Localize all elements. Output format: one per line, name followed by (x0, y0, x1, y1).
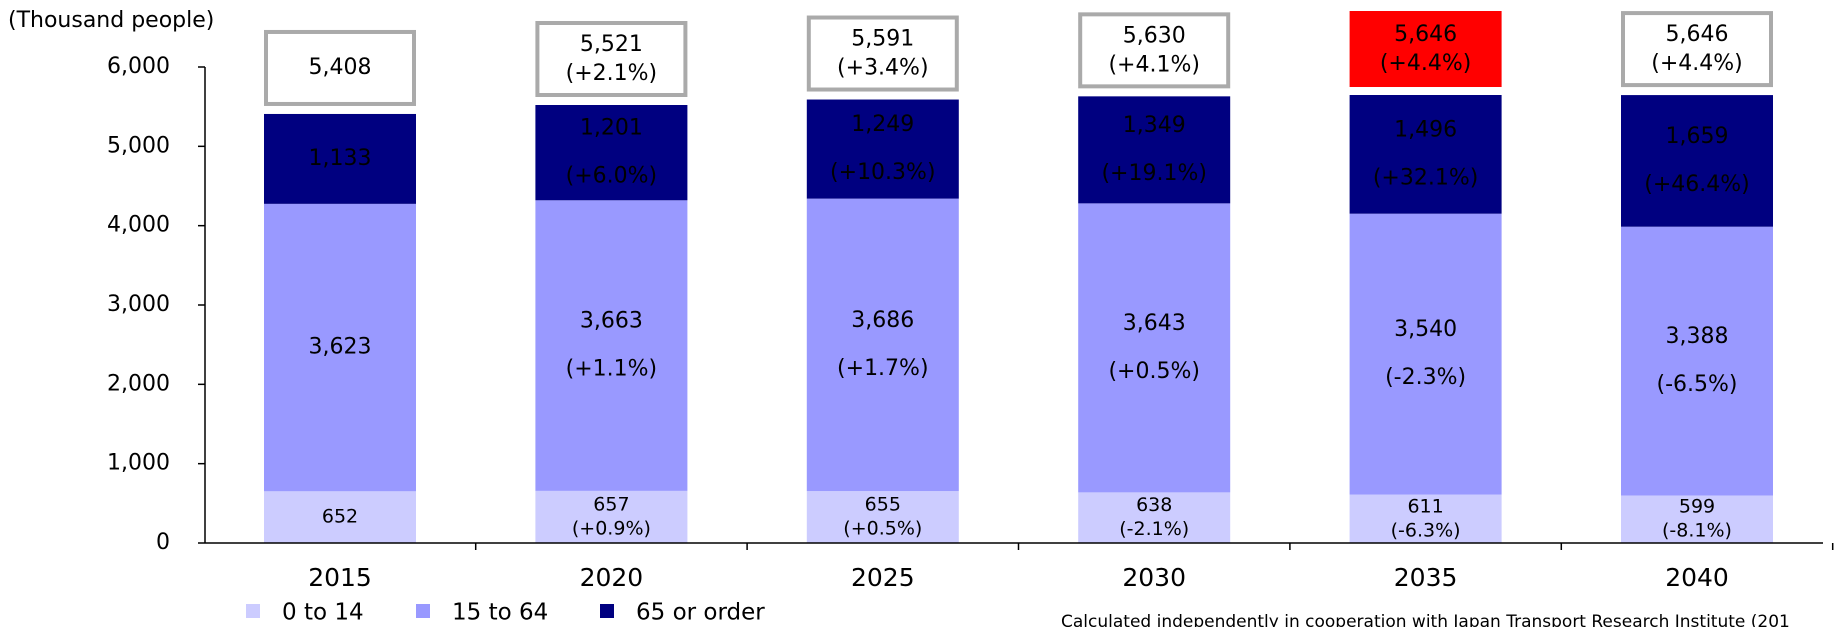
segment-label: 3,388 (1666, 324, 1729, 349)
total-label: 5,630 (1123, 23, 1186, 48)
segment-change-label: (+1.1%) (566, 357, 658, 382)
total-box (535, 21, 688, 98)
total-box (264, 29, 416, 106)
total-label: 5,521 (580, 32, 643, 57)
x-tick-label: 2030 (1122, 563, 1186, 592)
x-tick-label: 2040 (1665, 563, 1729, 592)
total-change-label: (+3.4%) (837, 56, 929, 81)
bar-segment (1078, 492, 1231, 543)
segment-change-label: (-2.1%) (1119, 518, 1189, 540)
segment-change-label: (+6.0%) (566, 164, 658, 189)
bar-segment (264, 491, 416, 543)
segment-label: 1,249 (851, 112, 914, 137)
total-box (806, 15, 959, 92)
bar-segment (1078, 96, 1231, 204)
segment-label: 599 (1679, 496, 1715, 518)
segment-label: 655 (865, 494, 901, 516)
y-tick-label: 1,000 (107, 451, 170, 476)
bar-segment (806, 198, 959, 492)
total-box (1621, 11, 1773, 88)
segment-label: 3,686 (851, 308, 914, 333)
legend-swatch (246, 604, 260, 618)
bar-segment (264, 203, 416, 492)
total-box (1078, 12, 1231, 89)
segment-change-label: (+1.7%) (837, 356, 929, 381)
legend-label: 65 or order (636, 600, 765, 626)
segment-change-label: (+0.5%) (843, 518, 922, 540)
bar-segment (1621, 495, 1773, 543)
bar-segment (535, 105, 688, 201)
segment-label: 3,623 (309, 335, 372, 360)
bar-segment (535, 200, 688, 491)
y-unit-label: (Thousand people) (8, 8, 214, 33)
segment-label: 1,201 (580, 116, 643, 141)
bar-segment (1349, 213, 1502, 495)
y-tick-label: 0 (156, 530, 170, 555)
bar-segment (1078, 203, 1231, 493)
total-label: 5,408 (309, 55, 372, 80)
segment-change-label: (+10.3%) (830, 160, 936, 185)
segment-change-label: (+0.9%) (572, 517, 651, 539)
segment-label: 1,349 (1123, 113, 1186, 138)
total-change-label: (+4.4%) (1651, 51, 1743, 76)
segment-label: 1,133 (309, 146, 372, 171)
segment-change-label: (+46.4%) (1644, 172, 1750, 197)
x-tick-label: 2020 (580, 563, 644, 592)
legend-label: 15 to 64 (452, 600, 548, 626)
x-tick-label: 2025 (851, 563, 915, 592)
bar-segment (264, 113, 416, 204)
segment-label: 638 (1136, 494, 1172, 516)
segment-change-label: (-6.5%) (1657, 372, 1738, 397)
segment-label: 1,659 (1666, 124, 1729, 149)
bar-segment (806, 491, 959, 543)
y-tick-label: 4,000 (107, 213, 170, 238)
bar-segment (535, 490, 688, 543)
footnote: Calculated independently in cooperation … (1061, 612, 1790, 627)
total-change-label: (+4.1%) (1108, 52, 1200, 77)
segment-label: 3,663 (580, 309, 643, 334)
segment-change-label: (+0.5%) (1108, 359, 1200, 384)
y-tick-label: 2,000 (107, 371, 170, 396)
y-tick-label: 6,000 (107, 54, 170, 79)
bar-segment (1349, 494, 1502, 543)
total-label: 5,591 (851, 27, 914, 52)
legend-label: 0 to 14 (282, 600, 364, 626)
legend-swatch (600, 604, 614, 618)
total-box (1349, 11, 1502, 88)
total-change-label: (+4.4%) (1380, 51, 1472, 76)
bar-segment (1621, 226, 1773, 496)
bar-segment (1349, 95, 1502, 214)
y-tick-label: 5,000 (107, 133, 170, 158)
total-change-label: (+2.1%) (566, 61, 658, 86)
x-tick-label: 2035 (1394, 563, 1458, 592)
segment-change-label: (-8.1%) (1662, 520, 1732, 542)
segment-label: 3,643 (1123, 311, 1186, 336)
segment-label: 652 (322, 506, 358, 528)
segment-label: 1,496 (1394, 117, 1457, 142)
segment-label: 657 (593, 493, 629, 515)
x-tick-label: 2015 (308, 563, 372, 592)
total-label: 5,646 (1666, 22, 1729, 47)
segment-label: 3,540 (1394, 317, 1457, 342)
segment-change-label: (-2.3%) (1385, 365, 1466, 390)
segment-change-label: (+19.1%) (1101, 161, 1207, 186)
segment-label: 611 (1407, 495, 1443, 517)
bar-segment (806, 99, 959, 199)
segment-change-label: (+32.1%) (1373, 165, 1479, 190)
total-label: 5,646 (1394, 22, 1457, 47)
segment-change-label: (-6.3%) (1391, 519, 1461, 541)
y-tick-label: 3,000 (107, 292, 170, 317)
legend-swatch (416, 604, 430, 618)
bar-segment (1621, 95, 1773, 227)
